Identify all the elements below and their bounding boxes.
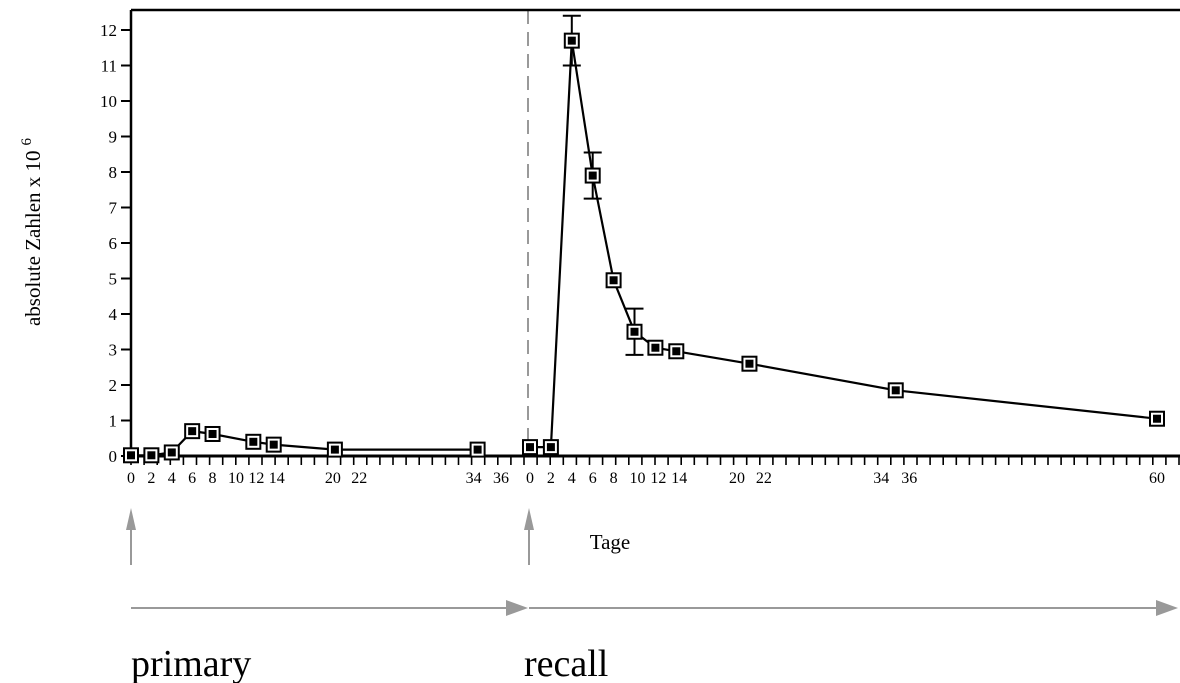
marker-fill — [127, 451, 135, 460]
x-tick-label: 36 — [493, 470, 509, 487]
recall-series-line — [530, 40, 1158, 449]
y-tick-label: 6 — [109, 234, 118, 253]
primary-series-line — [131, 429, 478, 457]
y-tick-label: 1 — [109, 412, 118, 431]
x-tick-label: 8 — [610, 470, 618, 487]
x-tick-label: 22 — [756, 470, 772, 487]
x-tick-label: 8 — [209, 470, 217, 487]
x-tick-label: 6 — [589, 470, 597, 487]
x-tick-label: 34 — [873, 470, 889, 487]
marker-fill — [609, 276, 618, 285]
recall-data-point — [626, 323, 643, 340]
x-tick-label: 4 — [568, 470, 576, 487]
y-tick-label: 0 — [109, 447, 118, 466]
primary-start-arrow-head — [126, 508, 136, 530]
primary-data-point — [326, 441, 343, 458]
marker-fill — [208, 429, 217, 438]
recall-phase-arrow-head — [1156, 600, 1178, 616]
x-tick-label: 34 — [466, 470, 482, 487]
recall-data-point — [584, 167, 601, 184]
marker-fill — [651, 343, 660, 352]
primary-data-point — [204, 425, 221, 442]
x-tick-label: 4 — [168, 470, 176, 487]
recall-phase-label: recall — [524, 643, 608, 683]
y-tick-label: 11 — [101, 57, 117, 76]
y-tick-label: 12 — [100, 21, 117, 40]
primary-data-point — [163, 444, 180, 461]
x-tick-label: 10 — [228, 470, 244, 487]
marker-fill — [188, 427, 197, 436]
marker-fill — [526, 443, 534, 452]
primary-data-point — [143, 447, 160, 464]
y-tick-label: 7 — [109, 199, 118, 218]
marker-fill — [672, 347, 681, 356]
marker-fill — [891, 386, 900, 395]
marker-fill — [1153, 414, 1161, 423]
marker-fill — [546, 443, 555, 452]
x-tick-label: 0 — [127, 470, 135, 487]
x-tick-label: 10 — [630, 470, 646, 487]
x-tick-label: 20 — [729, 470, 745, 487]
marker-fill — [588, 171, 597, 180]
x-tick-label: 12 — [650, 470, 666, 487]
recall-data-point — [542, 439, 559, 456]
x-tick-label: 2 — [547, 470, 555, 487]
axes — [129, 8, 1180, 465]
primary-data-point — [123, 447, 139, 464]
y-tick-label: 5 — [109, 270, 118, 289]
x-axis-ticks: 0 2 4 6 8 10 12 14 20 22 34 36 0 2 4 6 8 10 12 14 20 22 34 36 60 — [127, 470, 1165, 487]
marker-fill — [167, 448, 176, 457]
marker-fill — [473, 445, 482, 454]
recall-data-point — [741, 355, 758, 372]
marker-fill — [269, 440, 278, 449]
data-points — [123, 32, 1165, 464]
x-axis-label: Tage — [590, 530, 631, 554]
y-tick-label: 3 — [109, 341, 118, 360]
marker-fill — [330, 445, 339, 454]
recall-data-point — [563, 32, 580, 49]
y-tick-label: 8 — [109, 163, 118, 182]
x-tick-label: 14 — [269, 470, 285, 487]
data-series — [131, 40, 1158, 457]
primary-data-point — [184, 423, 201, 440]
y-tick-label: 9 — [109, 128, 118, 147]
x-tick-label: 60 — [1149, 470, 1165, 487]
primary-phase-arrow-head — [506, 600, 528, 616]
primary-data-point — [265, 436, 282, 453]
x-tick-label: 2 — [147, 470, 155, 487]
marker-fill — [567, 36, 576, 45]
marker-fill — [630, 327, 639, 336]
recall-data-point — [522, 439, 538, 456]
phase-arrows — [126, 508, 1178, 616]
primary-phase-label: primary — [131, 643, 251, 683]
x-tick-label: 6 — [188, 470, 196, 487]
x-tick-label: 12 — [248, 470, 264, 487]
recall-data-point — [605, 272, 622, 289]
marker-fill — [745, 359, 754, 368]
x-tick-label: 36 — [901, 470, 917, 487]
recall-data-point — [668, 343, 685, 360]
y-tick-label: 10 — [100, 92, 117, 111]
marker-fill — [147, 451, 156, 460]
recall-data-point — [887, 382, 904, 399]
x-tick-label: 14 — [671, 470, 687, 487]
recall-data-point — [1149, 410, 1165, 427]
x-tick-label: 20 — [325, 470, 341, 487]
recall-start-arrow-head — [524, 508, 534, 530]
y-tick-label: 4 — [109, 305, 118, 324]
marker-fill — [249, 437, 258, 446]
primary-data-point — [245, 433, 262, 450]
y-axis-label: absolute Zahlen x 106 — [19, 137, 45, 326]
y-tick-label: 2 — [109, 376, 118, 395]
recall-data-point — [647, 339, 664, 356]
primary-data-point — [469, 441, 486, 458]
x-tick-label: 0 — [526, 470, 534, 487]
x-tick-label: 22 — [351, 470, 367, 487]
